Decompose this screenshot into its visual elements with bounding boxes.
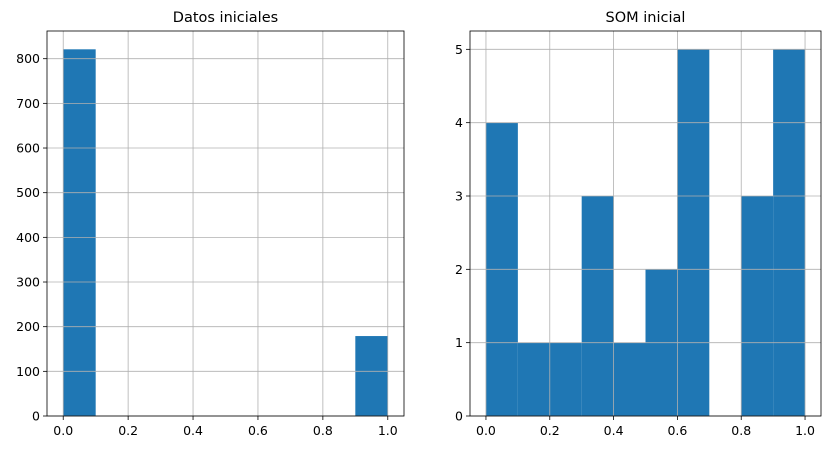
y-tick-label: 500	[16, 185, 40, 200]
x-tick-label: 0.8	[731, 423, 751, 438]
chart-title: Datos iniciales	[173, 10, 278, 26]
y-tick-label: 5	[455, 42, 463, 57]
x-tick-label: 0.4	[183, 423, 203, 438]
y-tick-label: 600	[16, 141, 40, 156]
y-tick-label: 2	[455, 262, 463, 277]
x-tick-label: 0.6	[667, 423, 687, 438]
axes-frame	[469, 30, 822, 417]
y-tick-label: 700	[16, 96, 40, 111]
x-tick-label: 1.0	[378, 423, 398, 438]
y-tick-label: 3	[455, 189, 463, 204]
histogram-bar	[741, 196, 774, 416]
x-tick-label: 0.0	[53, 423, 73, 438]
y-tick-label: 100	[16, 364, 40, 379]
x-tick-label: 1.0	[795, 423, 815, 438]
axes-frame	[46, 30, 405, 417]
x-tick-label: 0.8	[313, 423, 333, 438]
y-tick-label: 0	[32, 409, 40, 424]
y-tick-label: 0	[455, 409, 463, 424]
histogram-bar	[677, 49, 710, 416]
y-tick-label: 1	[455, 335, 463, 350]
y-tick-label: 400	[16, 230, 40, 245]
chart-title: SOM inicial	[606, 10, 686, 26]
y-tick-label: 4	[455, 115, 463, 130]
histogram-bar	[773, 49, 806, 416]
histogram-bar	[517, 342, 550, 416]
histogram-bar	[581, 196, 614, 416]
x-tick-label: 0.4	[604, 423, 624, 438]
histogram-bar	[613, 342, 646, 416]
histogram-datos-iniciales: 0.0 0.2 0.4 0.6 0.8 1.0 0 100 200 300 400 500 600 700…	[16, 10, 405, 438]
x-tick-label: 0.2	[118, 423, 138, 438]
histogram-som-inicial: 0.0 0.2 0.4 0.6 0.8 1.0 0 1 2 3 4 5 SOM inicial	[455, 10, 822, 438]
histogram-bar	[63, 49, 96, 416]
y-tick-label: 300	[16, 275, 40, 290]
histogram-bar	[549, 342, 582, 416]
y-tick-label: 800	[16, 51, 40, 66]
x-tick-label: 0.6	[248, 423, 268, 438]
y-tick-label: 200	[16, 319, 40, 334]
x-tick-label: 0.0	[476, 423, 496, 438]
histogram-bar	[355, 336, 388, 416]
x-tick-label: 0.2	[540, 423, 560, 438]
